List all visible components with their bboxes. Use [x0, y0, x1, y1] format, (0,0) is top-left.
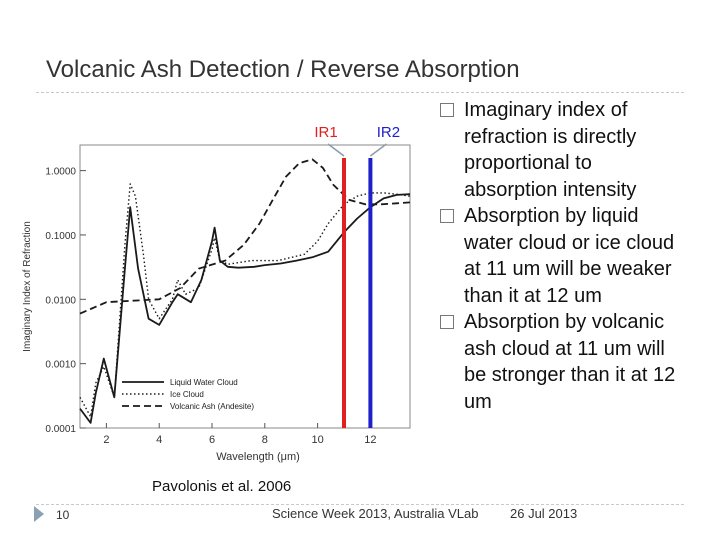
y-tick-label: 1.0000 — [45, 167, 76, 178]
slide-marker-icon — [34, 506, 44, 522]
slide-number: 10 — [56, 508, 70, 522]
bullet-list: Imaginary index of refraction is directl… — [440, 97, 680, 415]
bullet-box-icon — [440, 315, 454, 329]
x-tick-label: 10 — [311, 434, 323, 446]
bullet-box-icon — [440, 103, 454, 117]
series-line-3 — [79, 158, 411, 315]
bullet-item: Absorption by volcanic ash cloud at 11 u… — [440, 309, 680, 415]
band-label: IR1 — [314, 124, 337, 141]
refraction-index-chart: 2 4 6 8 10 12 1.0000 0.1000 0.0100 0.0010 0.0001 Wa… — [22, 124, 411, 463]
x-tick-label: 12 — [364, 434, 376, 446]
legend-label: Volcanic Ash (Andesite) — [170, 402, 254, 411]
bullet-item: Imaginary index of refraction is directl… — [440, 97, 680, 203]
slide-title: Volcanic Ash Detection / Reverse Absorpt… — [46, 56, 520, 83]
legend-label: Ice Cloud — [170, 390, 204, 399]
title-divider — [36, 92, 684, 93]
y-tick-label: 0.0100 — [45, 295, 76, 306]
series-line-1 — [79, 193, 411, 424]
x-axis-label: Wavelength (μm) — [216, 451, 300, 463]
y-tick-label: 0.1000 — [45, 231, 76, 242]
footer-divider — [36, 504, 684, 505]
band-pointer-arrow — [369, 143, 387, 157]
bullet-text: Imaginary index of refraction is directl… — [464, 99, 637, 201]
x-tick-label: 2 — [103, 434, 109, 446]
x-tick-label: 8 — [262, 434, 268, 446]
footer-event: Science Week 2013, Australia VLab — [272, 506, 479, 521]
band-pointer-arrow — [327, 143, 345, 157]
band-label: IR2 — [377, 124, 400, 141]
chart-citation: Pavolonis et al. 2006 — [152, 478, 292, 495]
bullet-box-icon — [440, 209, 454, 223]
plot-frame — [79, 144, 411, 429]
y-axis-label: Imaginary Index of Refraction — [22, 221, 33, 352]
bullet-text: Absorption by volcanic ash cloud at 11 u… — [464, 311, 676, 413]
y-tick-label: 0.0010 — [45, 360, 76, 371]
x-tick-label: 4 — [156, 434, 162, 446]
legend-label: Liquid Water Cloud — [170, 378, 238, 387]
bullet-item: Absorption by liquid water cloud or ice … — [440, 203, 680, 309]
footer-date: 26 Jul 2013 — [510, 506, 578, 521]
y-tick-label: 0.0001 — [45, 424, 76, 435]
x-tick-label: 6 — [209, 434, 215, 446]
bullet-text: Absorption by liquid water cloud or ice … — [464, 205, 675, 307]
